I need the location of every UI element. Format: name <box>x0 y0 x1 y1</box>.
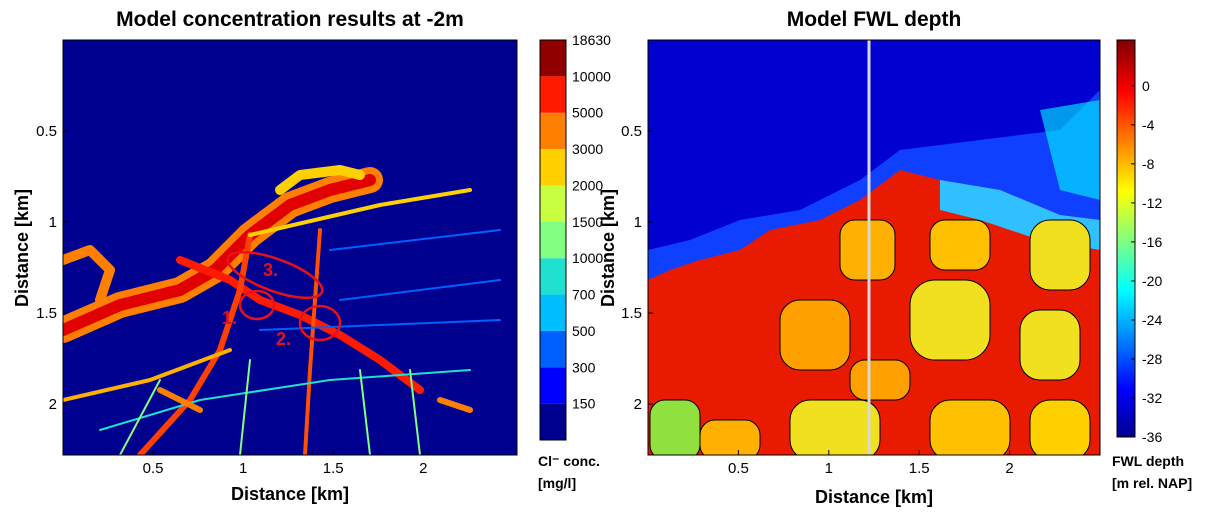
y-axis-label: Distance [km] <box>12 189 32 307</box>
chart-title: Model FWL depth <box>787 8 962 31</box>
y-axis-label: Distance [km] <box>598 189 618 307</box>
colorbar-tick-label: 0 <box>1142 78 1150 94</box>
colorbar-band <box>540 40 566 77</box>
x-tick-label: 1.5 <box>323 460 344 477</box>
fwl-depth-map <box>648 40 1100 455</box>
colorbar-label: Cl⁻ conc. <box>538 453 600 469</box>
colorbar-band <box>540 258 566 295</box>
colorbar-band <box>540 294 566 331</box>
colorbar-band <box>540 221 566 259</box>
colorbar-tick-label: 500 <box>572 323 596 339</box>
colorbar-label: FWL depth <box>1112 453 1184 469</box>
colorbar-tick-label: 2000 <box>572 177 603 193</box>
colorbar-band <box>540 76 566 113</box>
chart-title: Model concentration results at -2m <box>116 8 464 31</box>
colorbar-tick-label: 18630 <box>572 32 611 48</box>
plot-frame <box>647 39 1101 456</box>
y-tick-label: 1 <box>634 214 642 231</box>
colorbar-tick-label: 1500 <box>572 214 603 230</box>
y-tick-label: 0.5 <box>36 123 57 140</box>
x-tick-label: 2 <box>419 460 427 477</box>
colorbar-tick-label: -12 <box>1142 195 1162 211</box>
y-tick-label: 1 <box>49 214 57 231</box>
colorbar-tick-label: -16 <box>1142 234 1162 250</box>
x-tick-label: 1 <box>239 460 247 477</box>
x-axis-label: Distance [km] <box>815 487 933 507</box>
colorbar-tick-label: 150 <box>572 396 596 412</box>
y-tick-label: 2 <box>634 396 642 413</box>
colorbar-tick-label: 3000 <box>572 141 603 157</box>
plot-frame <box>62 39 518 456</box>
colorbar-tick-label: -28 <box>1142 351 1162 367</box>
annotation: 3. <box>263 260 278 280</box>
colorbar-tick-label: -24 <box>1142 312 1162 328</box>
annotation: 2. <box>276 329 291 349</box>
colorbar-band <box>540 367 566 404</box>
colorbar-band <box>540 149 566 186</box>
colorbar <box>1117 40 1135 437</box>
y-tick-label: 2 <box>49 396 57 413</box>
colorbar-tick-label: -8 <box>1142 156 1155 172</box>
colorbar-tick-label: -36 <box>1142 429 1162 445</box>
colorbar-tick-label: -32 <box>1142 390 1162 406</box>
colorbar-label: [mg/l] <box>538 475 576 491</box>
colorbar-label: [m rel. NAP] <box>1112 475 1192 491</box>
colorbar-band <box>540 112 566 150</box>
annotation: 1. <box>222 308 237 328</box>
colorbar-band <box>540 185 566 222</box>
colorbar-tick-label: -20 <box>1142 273 1162 289</box>
x-tick-label: 1 <box>825 460 833 477</box>
colorbar-tick-label: 300 <box>572 359 596 375</box>
colorbar-band <box>540 330 566 368</box>
y-tick-label: 1.5 <box>621 305 642 322</box>
concentration-map <box>63 40 517 455</box>
colorbar-frame <box>1116 39 1136 438</box>
x-tick-label: 1.5 <box>909 460 930 477</box>
x-tick-label: 2 <box>1005 460 1013 477</box>
colorbar-frame <box>539 39 567 441</box>
colorbar-tick-label: -4 <box>1142 117 1155 133</box>
colorbar-tick-label: 5000 <box>572 105 603 121</box>
colorbar-tick-label: 1000 <box>572 250 603 266</box>
x-tick-label: 0.5 <box>728 460 749 477</box>
y-tick-label: 1.5 <box>36 305 57 322</box>
x-tick-label: 0.5 <box>143 460 164 477</box>
colorbar-tick-label: 10000 <box>572 68 611 84</box>
x-axis-label: Distance [km] <box>231 484 349 504</box>
colorbar-tick-label: 700 <box>572 287 596 303</box>
y-tick-label: 0.5 <box>621 123 642 140</box>
colorbar-band <box>540 403 566 440</box>
